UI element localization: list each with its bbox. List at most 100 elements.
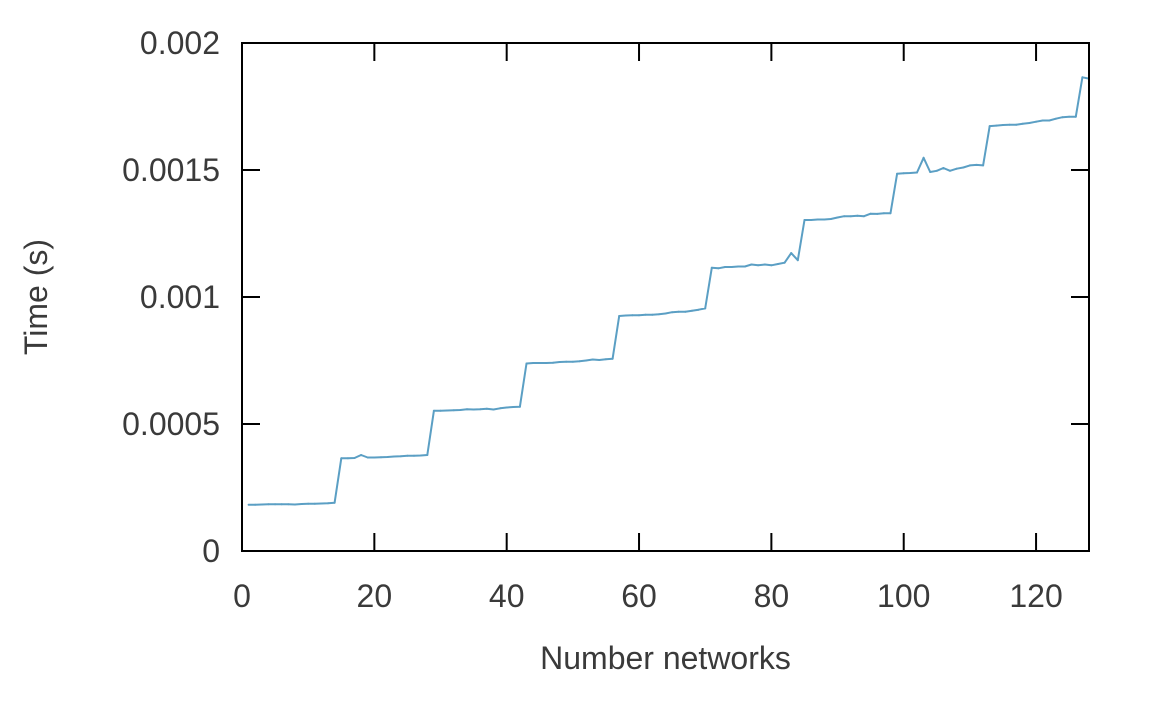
data-point (380, 456, 382, 459)
data-point (750, 263, 753, 266)
x-tick-label: 40 (489, 578, 525, 614)
data-point (942, 167, 945, 169)
x-tick-label: 100 (877, 578, 930, 614)
data-point (770, 264, 773, 267)
data-point (810, 219, 813, 221)
data-point (896, 172, 899, 175)
data-point (518, 405, 521, 408)
data-point (737, 265, 740, 268)
data-point (869, 212, 872, 215)
data-point (611, 357, 614, 360)
data-point (624, 314, 627, 317)
data-point (618, 315, 621, 317)
data-point (260, 503, 263, 506)
data-point (691, 309, 693, 312)
data-point (578, 360, 581, 363)
data-point (730, 266, 733, 268)
data-point (684, 310, 687, 313)
data-point (393, 455, 396, 458)
data-point (843, 215, 846, 218)
data-point (446, 409, 449, 412)
data-point (512, 406, 515, 408)
data-point (651, 313, 654, 316)
y-tick-label: 0.002 (140, 25, 220, 61)
x-tick-label: 0 (233, 578, 251, 614)
data-point (545, 362, 548, 364)
data-point (571, 360, 574, 363)
data-point (406, 454, 409, 457)
series-line (248, 76, 1090, 506)
data-point (988, 125, 991, 128)
data-point (962, 166, 965, 169)
data-point (327, 502, 329, 505)
data-point (472, 408, 475, 411)
data-point (876, 212, 879, 215)
data-point (777, 263, 779, 265)
y-axis: 0 0.0005 0.001 0.0015 0.002 (122, 25, 1089, 569)
data-point (452, 409, 455, 412)
data-point (902, 172, 905, 175)
data-point (982, 164, 985, 167)
data-point (313, 502, 316, 505)
y-tick-label: 0.001 (140, 279, 220, 315)
data-point (598, 359, 601, 361)
data-point (499, 407, 502, 410)
data-point (1054, 117, 1057, 120)
data-point (631, 314, 634, 317)
data-point (724, 266, 727, 268)
data-point (538, 362, 541, 364)
data-point (492, 408, 495, 411)
data-point (657, 313, 660, 316)
data-point (604, 358, 607, 361)
data-point (664, 312, 667, 315)
data-point (426, 454, 429, 456)
data-point (1035, 120, 1038, 123)
series-layer (247, 76, 1090, 506)
data-point (585, 359, 588, 362)
data-point (466, 408, 468, 411)
data-point (717, 267, 720, 270)
data-point (300, 503, 303, 505)
data-point (386, 456, 389, 458)
data-point (307, 502, 310, 505)
data-point (856, 214, 859, 217)
data-point (333, 501, 336, 504)
data-point (1015, 123, 1018, 126)
data-point (1081, 76, 1084, 79)
data-point (638, 314, 640, 317)
data-point (485, 407, 488, 410)
y-tick-label: 0.0005 (122, 406, 220, 442)
data-point (743, 265, 746, 268)
data-point (882, 212, 885, 215)
data-point (949, 169, 951, 172)
data-point (995, 124, 998, 127)
data-point (565, 360, 568, 363)
data-point (254, 503, 257, 506)
data-point (863, 215, 865, 218)
data-point (671, 311, 674, 314)
data-point (710, 266, 713, 269)
data-point (1008, 123, 1011, 126)
data-point (968, 164, 971, 167)
data-point (439, 409, 442, 412)
data-point (849, 215, 852, 218)
data-point (697, 308, 700, 311)
data-point (790, 252, 793, 255)
data-point (479, 408, 482, 411)
data-point (432, 409, 435, 412)
data-point (558, 361, 561, 363)
data-point (975, 163, 978, 166)
data-point (823, 218, 826, 221)
data-point (525, 362, 528, 365)
data-point (1061, 116, 1064, 119)
data-point (360, 454, 363, 456)
y-tick-label: 0.0015 (122, 152, 220, 188)
data-point (459, 409, 462, 411)
data-point (1002, 124, 1004, 126)
y-tick-label: 0 (202, 533, 220, 569)
data-point (366, 456, 369, 459)
data-point (935, 169, 938, 172)
x-axis-title: Number networks (540, 640, 791, 676)
data-point (552, 361, 554, 364)
data-point (419, 454, 422, 457)
